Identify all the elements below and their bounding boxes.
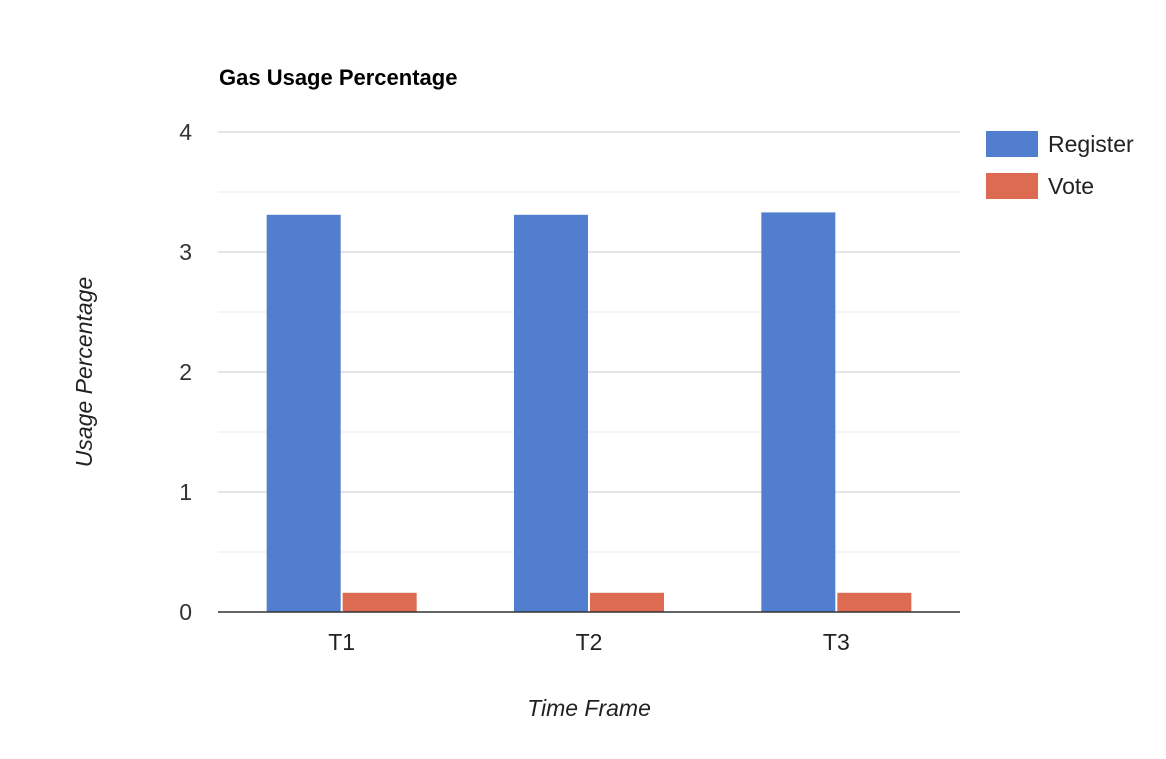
bar-register-t3[interactable]: [761, 212, 836, 612]
y-tick-label: 4: [179, 119, 192, 145]
x-axis-label: Time Frame: [527, 695, 651, 721]
bar-register-t2[interactable]: [514, 214, 588, 613]
x-tick-label: T2: [576, 629, 603, 655]
y-axis-ticks: 0 1 2 3 4: [179, 119, 192, 625]
y-tick-label: 0: [179, 599, 192, 625]
bars: [266, 212, 912, 613]
legend-swatch-register: [986, 131, 1038, 157]
y-tick-label: 1: [179, 479, 192, 505]
bar-vote-t3[interactable]: [837, 592, 912, 612]
y-axis-label: Usage Percentage: [71, 277, 97, 468]
legend-swatch-vote: [986, 173, 1038, 199]
bar-vote-t1[interactable]: [342, 592, 417, 612]
legend-label-register: Register: [1048, 131, 1134, 157]
y-tick-label: 3: [179, 239, 192, 265]
legend-label-vote: Vote: [1048, 173, 1094, 199]
legend: Register Vote: [986, 131, 1134, 199]
chart-title: Gas Usage Percentage: [219, 65, 457, 90]
bar-register-t1[interactable]: [266, 214, 341, 613]
x-tick-label: T3: [823, 629, 850, 655]
x-axis-ticks: T1 T2 T3: [328, 629, 850, 655]
bar-vote-t2[interactable]: [590, 592, 664, 612]
gridlines: [218, 131, 960, 553]
x-tick-label: T1: [328, 629, 355, 655]
y-tick-label: 2: [179, 359, 192, 385]
